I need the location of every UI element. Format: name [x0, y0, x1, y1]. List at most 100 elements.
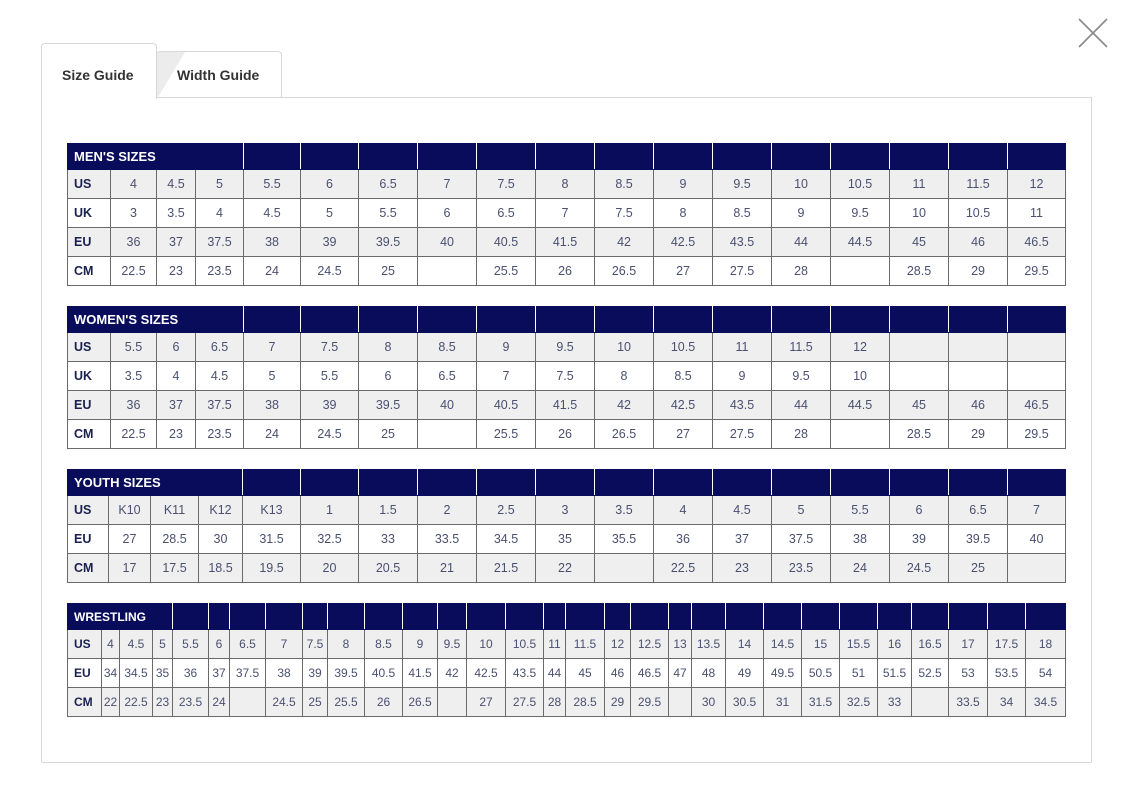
- tab-label: Size Guide: [62, 67, 134, 83]
- size-cell: 10.5: [948, 198, 1009, 228]
- size-cell: 27: [466, 687, 506, 717]
- size-cell: 21.5: [476, 553, 536, 583]
- size-cell: 6: [889, 495, 949, 525]
- table-header-row: YOUTH SIZES: [67, 469, 1066, 496]
- size-cell: 28.5: [565, 687, 605, 717]
- size-cell: 54: [1025, 658, 1066, 688]
- size-cell: 10.5: [505, 629, 544, 659]
- size-cell: 2.5: [476, 495, 536, 525]
- size-cell: 10: [889, 198, 950, 228]
- size-cell: 24.5: [889, 553, 949, 583]
- size-cell: 9.5: [437, 629, 467, 659]
- size-cell: 23: [156, 256, 196, 286]
- size-cell: 39.5: [358, 227, 419, 257]
- size-cell: 9: [771, 198, 832, 228]
- size-cell: 7.5: [594, 198, 655, 228]
- size-cell: 44: [543, 658, 566, 688]
- size-cell: 13: [668, 629, 692, 659]
- size-cell: 24: [243, 419, 302, 449]
- header-cell: [302, 603, 328, 630]
- header-cell: [243, 306, 302, 333]
- size-cell: 25.5: [327, 687, 365, 717]
- close-button[interactable]: [1077, 17, 1109, 49]
- size-cell: 12: [604, 629, 631, 659]
- header-cell: [948, 469, 1008, 496]
- size-cell: 8: [594, 361, 655, 391]
- size-cell: 12: [1007, 169, 1067, 199]
- size-cell: 7.5: [535, 361, 596, 391]
- size-cell: 4.5: [243, 198, 302, 228]
- size-cell: 8.5: [653, 361, 714, 391]
- size-cell: 36: [110, 390, 157, 420]
- size-cell: 22.5: [119, 687, 153, 717]
- size-cell: 9.5: [830, 198, 891, 228]
- header-cell: [830, 143, 891, 170]
- size-cell: 40.5: [476, 390, 537, 420]
- size-cell: 7: [243, 332, 302, 362]
- size-cell: 38: [830, 524, 890, 554]
- size-cell: 38: [243, 227, 302, 257]
- size-cell: [948, 361, 1009, 391]
- tab-size-guide[interactable]: Size Guide: [41, 43, 157, 99]
- size-cell: [911, 687, 949, 717]
- mens-sizes-table: MEN'S SIZES US 4 4.5 5 5.5 6 6.5 7 7.5 8 8.5 9 9.5 10 1…: [66, 143, 1067, 286]
- size-cell: 36: [172, 658, 209, 688]
- size-cell: 6.5: [476, 198, 537, 228]
- tab-width-guide[interactable]: Width Guide: [156, 51, 282, 98]
- size-cell: 28.5: [150, 524, 199, 554]
- header-cell: [300, 306, 360, 333]
- size-cell: 6: [156, 332, 196, 362]
- size-cell: 1.5: [358, 495, 418, 525]
- size-cell: 42: [437, 658, 467, 688]
- size-cell: 4.5: [156, 169, 196, 199]
- size-cell: 38: [265, 658, 303, 688]
- header-cell: [1007, 306, 1067, 333]
- header-cell: [594, 143, 655, 170]
- size-cell: 40: [417, 390, 478, 420]
- size-cell: 25.5: [476, 419, 537, 449]
- size-cell: 34: [101, 658, 120, 688]
- size-cell: 34: [987, 687, 1026, 717]
- size-cell: 22.5: [110, 256, 157, 286]
- size-cell: 23: [712, 553, 772, 583]
- header-cell: [535, 143, 596, 170]
- header-cell: [653, 143, 714, 170]
- table-title: YOUTH SIZES: [67, 469, 243, 496]
- size-cell: 22: [101, 687, 120, 717]
- size-cell: 37.5: [229, 658, 266, 688]
- size-cell: 8: [327, 629, 365, 659]
- size-cell: 26: [535, 419, 596, 449]
- size-cell: 37: [156, 390, 196, 420]
- size-cell: 5.5: [243, 169, 302, 199]
- header-cell: [505, 603, 544, 630]
- size-cell: 4.5: [712, 495, 772, 525]
- size-cell: 42.5: [466, 658, 506, 688]
- size-cell: 12.5: [630, 629, 669, 659]
- size-cell: 25: [302, 687, 328, 717]
- header-cell: [243, 143, 302, 170]
- size-cell: [1007, 553, 1066, 583]
- table-header-row: WRESTLING: [67, 603, 1066, 630]
- size-cell: 14: [725, 629, 764, 659]
- size-cell: 35.5: [594, 524, 654, 554]
- size-cell: 24.5: [265, 687, 303, 717]
- table-row: EU 36 37 37.5 38 39 39.5 40 40.5 41.5 42 42.5 43.5 44…: [67, 227, 1067, 257]
- size-cell: 40: [1007, 524, 1066, 554]
- size-cell: 42.5: [653, 227, 714, 257]
- size-cell: 5: [243, 361, 302, 391]
- table-row: EU 27 28.5 30 31.5 32.5 33 33.5 34.5 35 35.5 36 37 37…: [67, 524, 1066, 554]
- size-cell: 26.5: [402, 687, 438, 717]
- size-cell: [830, 419, 891, 449]
- size-cell: 7.5: [476, 169, 537, 199]
- size-cell: 53: [948, 658, 988, 688]
- size-cell: 33: [358, 524, 418, 554]
- size-cell: 53.5: [987, 658, 1026, 688]
- size-cell: 37: [712, 524, 772, 554]
- size-cell: 30: [198, 524, 243, 554]
- row-label: CM: [67, 256, 111, 286]
- size-cell: 42.5: [653, 390, 714, 420]
- header-cell: [830, 306, 891, 333]
- header-cell: [1007, 143, 1067, 170]
- wrestling-sizes-table: WRESTLING US 4 4.5 5 5.5 6 6.5 7 7.5 8 8.5 9 9.5 10 10.…: [67, 603, 1066, 717]
- size-cell: 41.5: [535, 227, 596, 257]
